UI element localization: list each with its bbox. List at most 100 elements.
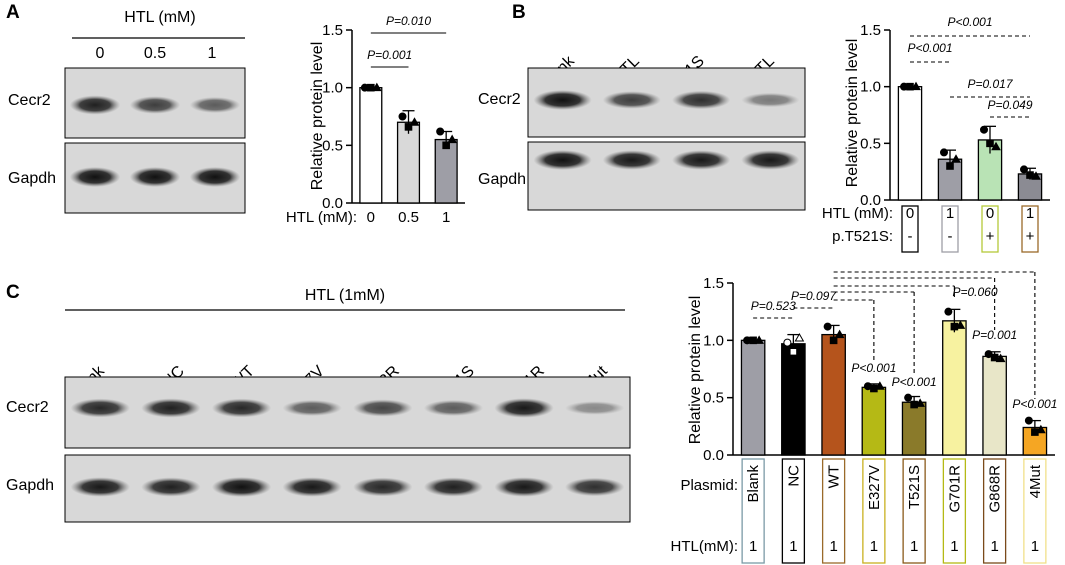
panel-letter: B xyxy=(512,2,526,23)
y-tick-label: 0.5 xyxy=(860,135,881,152)
category-box xyxy=(981,205,999,253)
blot-band xyxy=(211,477,272,497)
data-point xyxy=(951,154,961,163)
data-point xyxy=(955,320,966,329)
p-value: P=0.001 xyxy=(972,328,1017,342)
blot-band xyxy=(494,398,554,418)
data-point xyxy=(1020,165,1028,174)
x-tick-label: 1 xyxy=(946,205,954,222)
p-value: P<0.001 xyxy=(892,375,937,389)
category-box xyxy=(941,205,959,253)
y-tick-label: 0.0 xyxy=(322,195,343,212)
data-point xyxy=(404,123,413,131)
data-point xyxy=(946,162,954,170)
y-tick-label: 0.5 xyxy=(322,137,343,154)
blot-band xyxy=(141,477,201,497)
y-tick-label: 1.0 xyxy=(322,80,343,97)
y-tick-label: 0.0 xyxy=(860,192,881,209)
data-point xyxy=(904,393,913,402)
x-tick-label: E327V xyxy=(866,465,883,510)
x-tick-label-2: 1 xyxy=(749,538,757,555)
category-box xyxy=(942,458,967,564)
p-value: P=0.010 xyxy=(386,14,431,28)
x-axis-title-2: p.T521S: xyxy=(832,228,893,245)
p-value: P<0.001 xyxy=(947,15,992,29)
blot-band xyxy=(423,400,484,416)
p-value: P=0.097 xyxy=(791,289,837,303)
lane-label: 0 xyxy=(96,45,105,62)
blot-band xyxy=(353,477,413,497)
category-box xyxy=(901,205,919,253)
x-axis-title: HTL (mM): xyxy=(822,205,893,222)
blot-band xyxy=(189,97,241,113)
x-axis-title-2: HTL(mM): xyxy=(671,538,739,555)
data-point xyxy=(1031,171,1041,180)
data-point xyxy=(1036,424,1046,434)
data-point xyxy=(442,141,450,150)
blot-band xyxy=(70,477,130,497)
x-axis-title: HTL (mM): xyxy=(286,209,357,226)
x-tick-label: 0 xyxy=(367,209,375,226)
p-value: P=0.060 xyxy=(952,285,997,299)
blot-row-label: Gapdh xyxy=(478,171,526,188)
data-point xyxy=(794,333,805,342)
blot-band xyxy=(189,167,241,187)
blot-row-label: Cecr2 xyxy=(478,91,521,108)
data-point xyxy=(990,353,999,362)
blot-band xyxy=(69,167,121,187)
data-point xyxy=(991,141,1001,151)
data-point xyxy=(447,134,458,144)
category-box xyxy=(781,458,806,564)
panel-letter: A xyxy=(6,2,20,23)
x-tick-label-2: 1 xyxy=(829,538,837,555)
x-tick-label-2: 1 xyxy=(990,538,998,555)
lane-label: 0.5 xyxy=(144,45,166,62)
bar xyxy=(821,333,846,456)
x-tick-label-2: 1 xyxy=(1031,538,1039,555)
y-tick-label: 1.5 xyxy=(322,22,343,39)
category-box xyxy=(982,458,1007,564)
category-box xyxy=(741,458,765,564)
data-point xyxy=(986,139,994,148)
data-point xyxy=(436,127,445,136)
data-point xyxy=(409,117,420,126)
bar xyxy=(781,343,806,456)
bar xyxy=(359,87,383,204)
blot-row-label: Gapdh xyxy=(6,477,54,494)
blot-band xyxy=(69,95,121,115)
x-tick-label-2: 1 xyxy=(870,538,878,555)
blot-band xyxy=(565,477,625,497)
x-tick-label-2: - xyxy=(908,228,913,245)
x-tick-label: 1 xyxy=(442,209,450,226)
x-tick-label-2: 1 xyxy=(950,538,958,555)
blot-band xyxy=(211,398,272,418)
blot-row-label: Cecr2 xyxy=(6,399,49,416)
x-tick-label-2: + xyxy=(986,228,995,245)
y-tick-label: 1.0 xyxy=(703,332,724,349)
blot-header: HTL (mM) xyxy=(124,9,195,26)
x-tick-label: G701R xyxy=(946,465,963,513)
category-box xyxy=(862,458,886,564)
x-tick-label-2: - xyxy=(948,228,953,245)
panel-letter: C xyxy=(6,282,20,303)
x-tick-label: T521S xyxy=(906,465,923,509)
x-tick-label: NC xyxy=(785,465,802,487)
data-point xyxy=(829,336,838,345)
bar xyxy=(982,355,1007,456)
y-tick-label: 0.5 xyxy=(703,390,724,407)
blot-band xyxy=(129,167,181,187)
blot-band xyxy=(672,150,731,170)
x-tick-label: 1 xyxy=(1026,205,1034,222)
y-tick-label: 1.5 xyxy=(860,22,881,39)
x-tick-label: G868R xyxy=(987,465,1004,513)
bar xyxy=(901,401,927,456)
blot-band xyxy=(602,91,661,109)
data-point xyxy=(754,335,764,344)
data-point xyxy=(875,381,885,390)
x-tick-label: WT xyxy=(826,465,843,488)
blot-band xyxy=(423,477,484,497)
data-point xyxy=(940,148,948,157)
y-tick-label: 0.0 xyxy=(703,447,724,464)
y-axis-title: Relative protein level xyxy=(844,39,861,188)
x-axis-title: Plasmid: xyxy=(680,477,738,494)
